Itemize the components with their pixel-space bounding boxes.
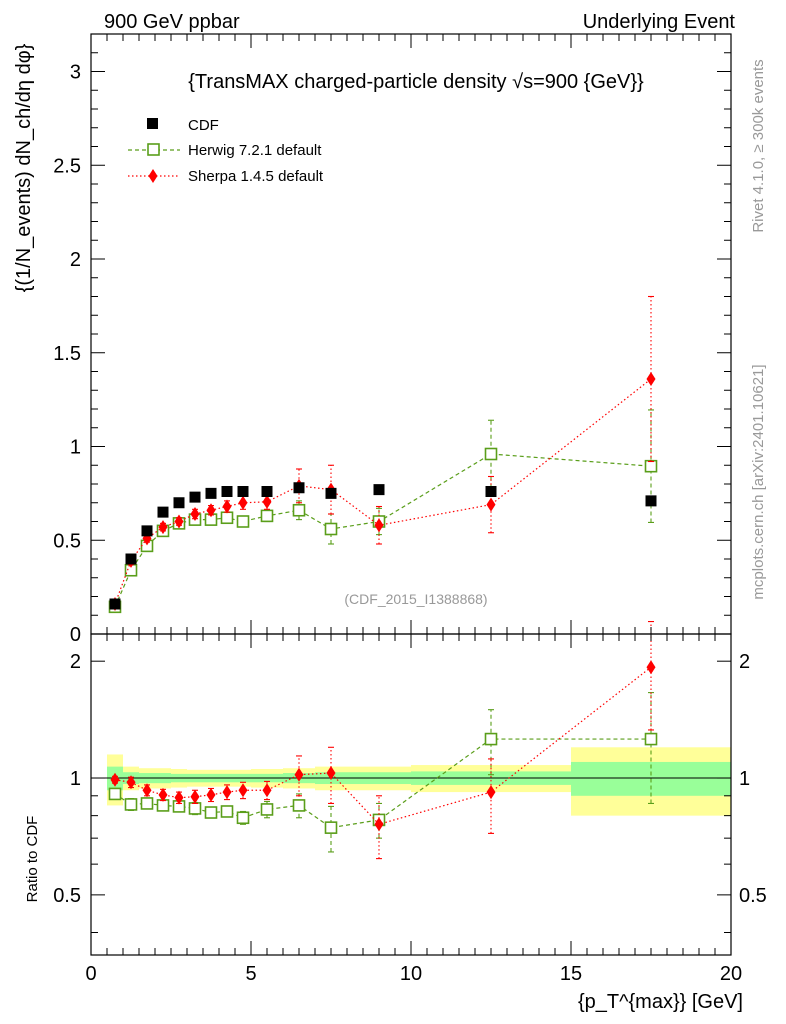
sherpa-ratio-point-2: [142, 783, 152, 798]
y-tick-label-main-4: 2: [70, 249, 81, 271]
x-tick-label-3: 15: [560, 963, 582, 985]
y-tick-label-ratio-right-1: 1: [739, 768, 750, 790]
herwig-ratio-point-8: [236, 811, 250, 825]
header-left: 900 GeV ppbar: [104, 11, 240, 33]
cdf-point-13: [485, 486, 497, 497]
y-tick-label-main-5: 2.5: [53, 155, 81, 177]
legend-label-cdf: CDF: [188, 117, 219, 134]
axis-tick-labels: 0 5 10 15 20 0 0.5 1 1.5 2 2.5 3 0.5 0.5 1 1 2 2: [53, 62, 767, 986]
sherpa-ratio-point-14: [646, 660, 656, 675]
sherpa-main-point-12: [374, 518, 384, 533]
sherpa-ratio-point-11: [326, 766, 336, 781]
cdf-point-11: [325, 487, 337, 499]
herwig-main-point-9: [260, 509, 274, 523]
sherpa-main-point-7: [222, 499, 232, 514]
legend-label-herwig: Herwig 7.2.1 default: [188, 142, 322, 159]
herwig-main-point-14: [644, 459, 658, 473]
x-tick-label-4: 20: [720, 963, 742, 985]
y-tick-label-ratio-left-0: 0.5: [53, 885, 81, 907]
y-tick-label-main-0: 0: [70, 624, 81, 646]
y-tick-label-main-6: 3: [70, 62, 81, 84]
header-right: Underlying Event: [583, 11, 736, 33]
cdf-point-10: [293, 482, 305, 494]
herwig-ratio-point-14: [644, 732, 658, 746]
herwig-ratio-point-9: [260, 803, 274, 816]
cdf-point-2: [141, 525, 153, 537]
herwig-ratio-point-10: [292, 799, 306, 812]
sherpa-ratio-point-5: [190, 789, 200, 804]
cdf-point-9: [261, 486, 273, 497]
sherpa-ratio-point-4: [174, 790, 184, 805]
sherpa-ratio-point-6: [206, 787, 216, 802]
herwig-ratio-point-6: [204, 806, 218, 819]
cdf-point-7: [221, 486, 233, 497]
analysis-watermark: (CDF_2015_I1388868): [344, 591, 487, 607]
sherpa-ratio-point-0: [110, 772, 120, 787]
cdf-point-0: [109, 598, 121, 610]
x-tick-label-2: 10: [400, 963, 422, 985]
sherpa-main-point-3: [158, 520, 168, 535]
rivet-label: Rivet 4.1.0, ≥ 300k events: [750, 59, 767, 232]
y-tick-label-ratio-right-0: 0.5: [739, 885, 767, 907]
y-tick-label-ratio-left-1: 1: [70, 768, 81, 790]
y-axis-label-ratio: Ratio to CDF: [24, 816, 41, 903]
x-tick-label-0: 0: [85, 963, 96, 985]
sherpa-ratio-point-10: [294, 767, 304, 782]
sherpa-main-point-14: [646, 372, 656, 386]
x-axis-label: {p_T^{max}} [GeV]: [578, 991, 743, 1013]
sherpa-main-point-9: [262, 494, 272, 509]
cdf-point-12: [373, 484, 385, 496]
herwig-ratio-point-13: [484, 732, 498, 746]
ratio-panel-series: [108, 621, 658, 860]
legend-marker-herwig: [147, 143, 160, 156]
legend-marker-cdf: [147, 118, 158, 129]
sherpa-main-point-13: [486, 497, 496, 512]
sherpa-ratio-point-12: [374, 817, 384, 832]
legend-marker-sherpa: [148, 169, 158, 183]
cdf-point-14: [645, 495, 657, 507]
herwig-ratio-point-1: [124, 798, 138, 811]
herwig-main-point-11: [324, 522, 338, 536]
chart-title: {TransMAX charged-particle density √s=90…: [188, 71, 644, 93]
cdf-point-8: [237, 486, 249, 497]
sherpa-ratio-point-13: [486, 785, 496, 800]
sherpa-main-point-8: [238, 495, 248, 510]
sherpa-ratio-point-7: [222, 785, 232, 800]
sherpa-ratio-point-8: [238, 783, 248, 798]
herwig-ratio-point-7: [220, 805, 234, 818]
y-tick-label-ratio-right-2: 2: [739, 651, 750, 673]
y-tick-label-main-2: 1: [70, 437, 81, 459]
y-tick-label-main-3: 1.5: [53, 343, 81, 365]
cdf-point-4: [173, 497, 185, 509]
herwig-ratio-point-0: [108, 787, 122, 801]
herwig-main-point-13: [484, 447, 498, 461]
sherpa-main-point-5: [190, 507, 200, 521]
mcplots-label: mcplots.cern.ch [arXiv:2401.10621]: [750, 364, 767, 599]
y-axis-label-main: {(1/N_events) dN_ch/dη dφ}: [13, 43, 35, 292]
x-tick-label-1: 5: [245, 963, 256, 985]
cdf-point-5: [189, 491, 201, 503]
y-tick-label-main-1: 0.5: [53, 530, 81, 552]
sherpa-main-point-6: [206, 503, 216, 518]
sherpa-ratio-point-3: [158, 787, 168, 802]
cdf-point-3: [157, 506, 169, 518]
sherpa-main-point-4: [174, 514, 184, 529]
legend-label-sherpa: Sherpa 1.4.5 default: [188, 168, 324, 185]
y-tick-label-ratio-left-2: 2: [70, 651, 81, 673]
axis-ticks: [90, 33, 732, 955]
herwig-ratio-point-11: [324, 821, 338, 834]
herwig-ratio-point-2: [140, 797, 154, 810]
main-panel-series: [108, 295, 658, 614]
herwig-main-point-7: [220, 511, 234, 525]
herwig-ratio-point-5: [188, 802, 202, 815]
sherpa-ratio-point-1: [126, 775, 136, 790]
cdf-point-1: [125, 553, 137, 565]
herwig-main-point-10: [292, 503, 306, 517]
cdf-point-6: [205, 487, 217, 499]
herwig-main-point-8: [236, 515, 250, 528]
legend: CDF Herwig 7.2.1 default Sherpa 1.4.5 de…: [128, 117, 324, 185]
sherpa-ratio-point-9: [262, 783, 272, 798]
